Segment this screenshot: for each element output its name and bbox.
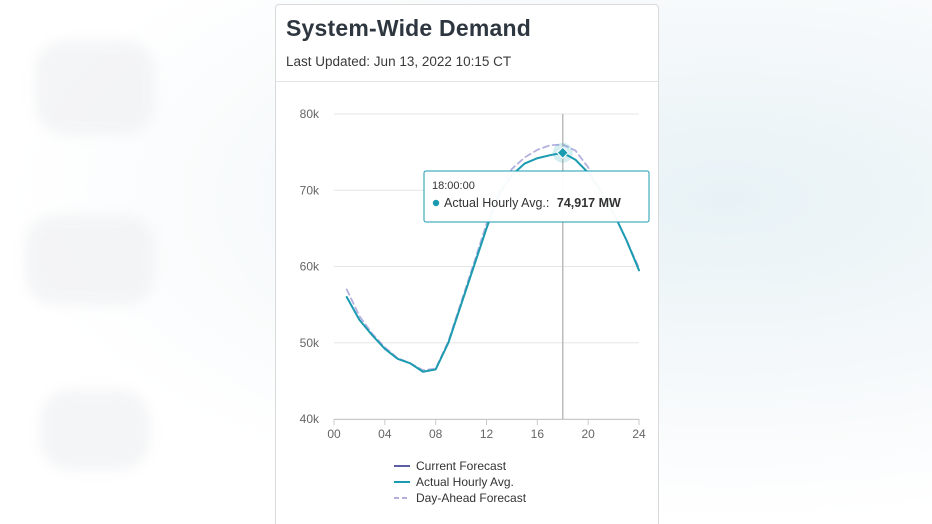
x-tick-label: 24	[632, 427, 646, 441]
highlight-point[interactable]	[556, 146, 569, 159]
tooltip-series-dot	[432, 199, 440, 207]
background-blob	[25, 215, 155, 305]
chart-area[interactable]: 40k 50k 60k 70k 80k 00 04 08 12 16 20 24 18:00:00 …	[276, 82, 658, 522]
y-axis: 40k 50k 60k 70k 80k	[300, 107, 320, 426]
card-header: System-Wide Demand Last Updated: Jun 13,…	[276, 5, 658, 82]
y-tick-label: 60k	[300, 260, 320, 274]
page-title: System-Wide Demand	[286, 15, 531, 41]
x-tick-label: 04	[378, 427, 392, 441]
legend-item[interactable]: Day-Ahead Forecast	[394, 491, 527, 505]
legend-item[interactable]: Actual Hourly Avg.	[394, 475, 514, 489]
tooltip-label: Actual Hourly Avg.:	[444, 196, 549, 210]
background-blob	[35, 40, 155, 135]
highlight-marker-layer	[552, 142, 573, 163]
grid-layer	[334, 113, 639, 420]
demand-chart[interactable]: 40k 50k 60k 70k 80k 00 04 08 12 16 20 24 18:00:00 …	[276, 82, 658, 522]
x-tick-label: 12	[480, 427, 494, 441]
y-tick-label: 80k	[300, 107, 320, 121]
last-updated-text: Last Updated: Jun 13, 2022 10:15 CT	[286, 54, 512, 69]
x-tick-label: 00	[327, 427, 341, 441]
x-tick-label: 20	[581, 427, 595, 441]
background-blob	[40, 390, 150, 470]
x-axis: 00 04 08 12 16 20 24	[327, 419, 646, 441]
y-tick-label: 40k	[300, 412, 320, 426]
legend-label: Current Forecast	[416, 459, 507, 473]
tooltip-box	[423, 170, 650, 223]
tooltip-series-label: Actual Hourly Avg.: 74,917 MW	[444, 196, 621, 210]
legend-label: Actual Hourly Avg.	[416, 475, 514, 489]
tooltip: 18:00:00 Actual Hourly Avg.: 74,917 MW	[423, 170, 650, 223]
x-tick-label: 08	[429, 427, 443, 441]
legend-label: Day-Ahead Forecast	[416, 491, 527, 505]
tooltip-value: 74,917 MW	[557, 196, 621, 210]
y-tick-label: 70k	[300, 183, 320, 197]
legend: Current Forecast Actual Hourly Avg. Day-Ah…	[394, 459, 527, 505]
tooltip-time: 18:00:00	[432, 180, 475, 192]
legend-item[interactable]: Current Forecast	[394, 459, 507, 473]
y-tick-label: 50k	[300, 336, 320, 350]
x-tick-label: 16	[531, 427, 545, 441]
demand-card: System-Wide Demand Last Updated: Jun 13,…	[275, 4, 659, 524]
